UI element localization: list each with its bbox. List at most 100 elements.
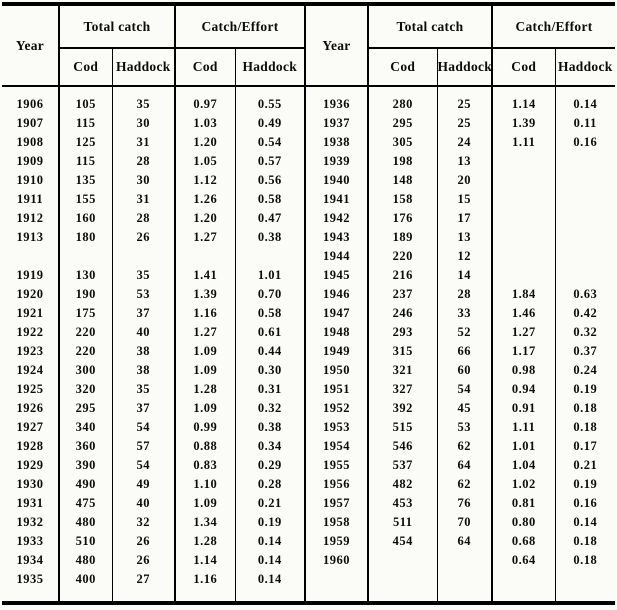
haddock-catch-effort-cell [554,228,615,247]
year-cell: 1912 [16,211,44,225]
haddock-catch-effort-cell: 0.32 [234,399,305,418]
haddock-catch-effort-cell: 0.55 [234,95,305,114]
haddock-catch-effort-cell: 0.49 [234,114,305,133]
haddock-catch-effort-cell: 0.56 [234,171,305,190]
haddock-catch-effort-cell: 0.44 [234,342,305,361]
haddock-total-catch-cell: 53 [436,418,492,437]
haddock-total-catch-cell: 32 [111,513,175,532]
year-cell: 1921 [16,306,44,320]
haddock-total-catch-cell: 54 [111,418,175,437]
cod-catch-effort-cell: 1.04 [491,456,555,475]
haddock-catch-effort-cell: 0.14 [554,513,615,532]
haddock-catch-effort-cell: 0.38 [234,228,305,247]
cod-catch-effort-cell: 1.11 [491,418,555,437]
cod-catch-effort-cell: 1.16 [174,570,235,589]
cod-catch-effort-cell [174,589,235,603]
year-cell: 1957 [304,494,368,513]
cod-catch-effort-cell: 1.09 [174,361,235,380]
haddock-catch-effort-cell [554,86,615,95]
cod-subheader: Cod [491,48,555,87]
year-cell: 1950 [304,361,368,380]
cod-total-catch-cell: 135 [58,171,112,190]
cod-catch-effort-cell: 0.94 [491,380,555,399]
haddock-total-catch-cell: 26 [111,228,175,247]
haddock-total-catch-cell: 26 [111,532,175,551]
cod-catch-effort-cell: 1.03 [174,114,235,133]
table-row: 1932 480 32 1.34 0.19 1958 511 70 0.80 0.14 [2,513,615,532]
year-cell: 1919 [16,268,44,282]
cod-total-catch-cell: 295 [367,114,437,133]
haddock-catch-effort-cell: 0.24 [554,361,615,380]
haddock-subheader: Haddock [436,48,492,87]
cod-catch-effort-cell: 0.81 [491,494,555,513]
haddock-catch-effort-cell [554,266,615,285]
year-cell [304,589,368,603]
haddock-catch-effort-cell: 0.47 [234,209,305,228]
cod-total-catch-cell: 220 [58,323,112,342]
cod-catch-effort-cell [491,171,555,190]
year-cell [2,247,59,266]
cod-catch-effort-cell: 1.20 [174,133,235,152]
haddock-total-catch-cell [111,86,175,95]
haddock-catch-effort-cell: 0.17 [554,437,615,456]
cod-total-catch-cell: 180 [58,228,112,247]
cod-total-catch-cell: 340 [58,418,112,437]
haddock-catch-effort-cell: 0.61 [234,323,305,342]
year-cell: 1953 [304,418,368,437]
cod-total-catch-cell: 280 [367,95,437,114]
year-cell: 1927 [16,420,44,434]
haddock-total-catch-cell [436,570,492,589]
year-cell: 1948 [304,323,368,342]
table-row: 1929 390 54 0.83 0.29 1955 537 64 1.04 0.21 [2,456,615,475]
cod-total-catch-cell: 130 [58,266,112,285]
cod-total-catch-cell: 216 [367,266,437,285]
table-row: 1906 105 35 0.97 0.55 1936 280 25 1.14 0.14 [2,95,615,114]
cod-total-catch-cell: 546 [367,437,437,456]
cod-catch-effort-cell: 1.05 [174,152,235,171]
haddock-catch-effort-cell: 0.28 [234,475,305,494]
haddock-catch-effort-cell: 0.29 [234,456,305,475]
cod-catch-effort-cell: 0.68 [491,532,555,551]
cod-total-catch-cell: 327 [367,380,437,399]
cod-total-catch-cell: 482 [367,475,437,494]
haddock-catch-effort-cell: 0.42 [554,304,615,323]
haddock-catch-effort-cell: 0.31 [234,380,305,399]
cod-catch-effort-cell: 1.17 [491,342,555,361]
haddock-catch-effort-cell: 0.18 [554,551,615,570]
cod-total-catch-cell: 515 [367,418,437,437]
haddock-catch-effort-cell [554,570,615,589]
cod-total-catch-cell: 511 [367,513,437,532]
cod-catch-effort-cell [491,86,555,95]
haddock-total-catch-cell: 37 [111,304,175,323]
haddock-total-catch-cell [111,247,175,266]
cod-catch-effort-cell: 0.98 [491,361,555,380]
cod-catch-effort-cell: 1.28 [174,380,235,399]
year-cell: 1944 [304,247,368,266]
haddock-total-catch-cell: 28 [436,285,492,304]
cod-catch-effort-cell: 0.80 [491,513,555,532]
cod-catch-effort-cell: 1.16 [174,304,235,323]
haddock-total-catch-cell: 40 [111,323,175,342]
haddock-catch-effort-cell: 0.34 [234,437,305,456]
cod-catch-effort-cell: 1.14 [491,95,555,114]
year-cell: 1911 [16,192,44,206]
haddock-total-catch-cell: 17 [436,209,492,228]
haddock-catch-effort-cell: 0.32 [554,323,615,342]
haddock-total-catch-cell: 53 [111,285,175,304]
haddock-total-catch-cell [436,589,492,603]
table-row: 1922 220 40 1.27 0.61 1948 293 52 1.27 0.32 [2,323,615,342]
table-row: 1912 160 28 1.20 0.47 1942 176 17 [2,209,615,228]
year-cell: 1939 [304,152,368,171]
haddock-total-catch-cell: 45 [436,399,492,418]
table-header: Year Total catch Catch/Effort Year Total… [2,4,615,87]
table-row: 1913 180 26 1.27 0.38 1943 189 13 [2,228,615,247]
haddock-catch-effort-cell [554,171,615,190]
table-row: 1927 340 54 0.99 0.38 1953 515 53 1.11 0.18 [2,418,615,437]
cod-catch-effort-cell: 1.39 [174,285,235,304]
table-row: 1926 295 37 1.09 0.32 1952 392 45 0.91 0.18 [2,399,615,418]
year-cell: 1946 [304,285,368,304]
cod-total-catch-cell: 480 [58,551,112,570]
cod-total-catch-cell: 454 [367,532,437,551]
table-row: 1928 360 57 0.88 0.34 1954 546 62 1.01 0.17 [2,437,615,456]
table-row: 1907 115 30 1.03 0.49 1937 295 25 1.39 0.11 [2,114,615,133]
